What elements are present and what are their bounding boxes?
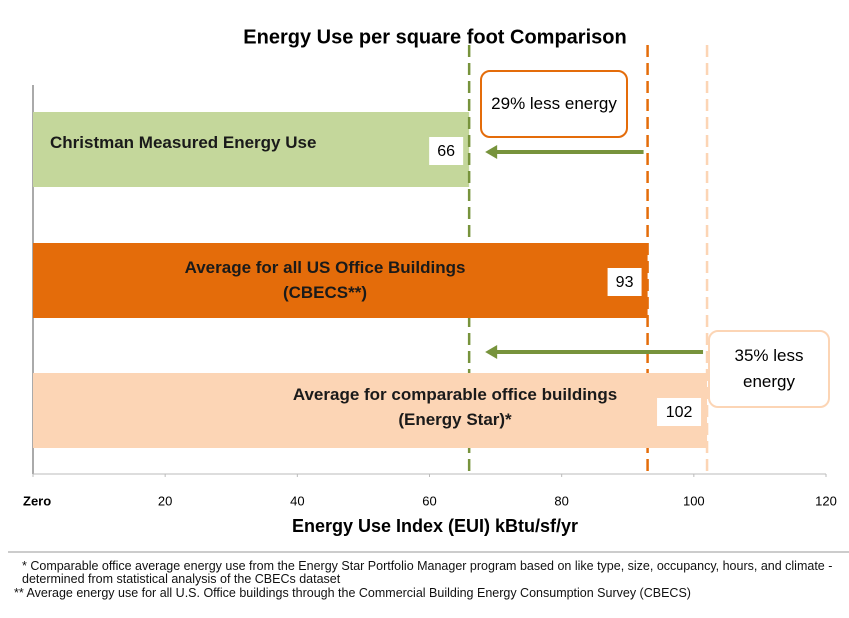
value-label-box (607, 268, 642, 296)
bar (33, 112, 470, 187)
x-tick-label: 80 (554, 493, 568, 508)
annotation: 29% less energy (480, 70, 628, 138)
x-tick-label: 20 (158, 493, 172, 508)
value-label-box (429, 137, 464, 165)
x-tick-label: 120 (815, 493, 837, 508)
category-label: Average for all US Office Buildings (CBE… (184, 258, 466, 302)
annotation: 35% less energy (708, 330, 830, 408)
chart-title: Energy Use per square foot Comparison (243, 26, 626, 48)
x-tick-label: Zero (23, 493, 51, 508)
value-label: 102 (666, 404, 693, 421)
footnote: ** Average energy use for all U.S. Offic… (14, 586, 691, 600)
category-label: Average for comparable office buildings … (292, 385, 618, 429)
value-label-box (657, 398, 702, 426)
arrow-head (485, 145, 498, 159)
value-label: 66 (437, 143, 455, 160)
footnote: * Comparable office average energy use f… (22, 559, 833, 586)
value-label: 93 (616, 274, 634, 291)
x-axis-title: Energy Use Index (EUI) kBtu/sf/yr (292, 516, 578, 536)
x-tick-label: 60 (422, 493, 436, 508)
category-label: Christman Measured Energy Use (50, 133, 317, 152)
arrow-head (485, 345, 498, 359)
x-tick-label: 100 (683, 493, 705, 508)
x-tick-label: 40 (290, 493, 304, 508)
bar (33, 373, 708, 448)
bar (33, 243, 648, 318)
